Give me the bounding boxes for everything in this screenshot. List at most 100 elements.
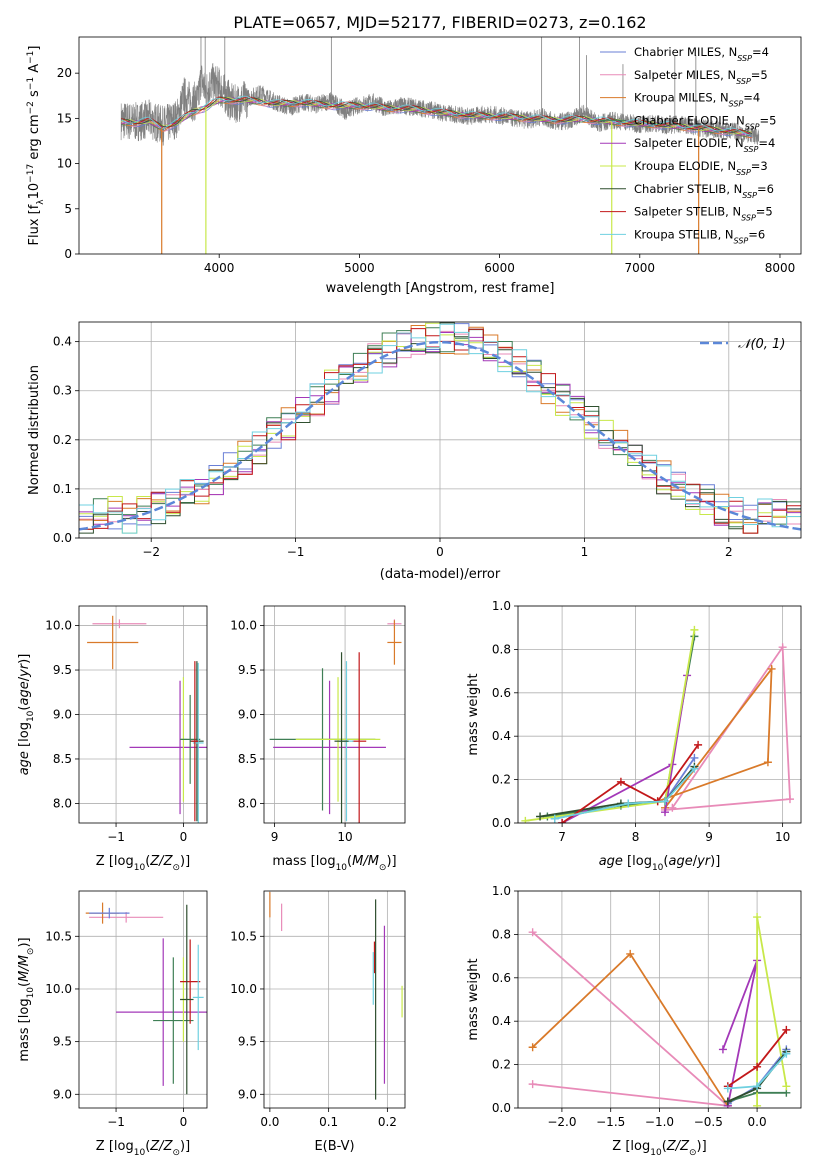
- axes-frame: [263, 890, 406, 1109]
- y-tick-label: 0.0: [492, 1101, 511, 1115]
- x-tick-label: 8: [632, 830, 640, 844]
- y-tick-label: 0.6: [492, 971, 511, 985]
- y-tick-label: 1.0: [492, 884, 511, 898]
- mass-weight-point: [782, 1049, 791, 1058]
- x-tick-label: 9: [271, 830, 279, 844]
- age-vs-mass-plot-area: [269, 619, 402, 823]
- mass-weight-point: [690, 625, 699, 634]
- y-tick-label: 8.0: [53, 796, 72, 810]
- y-tick-label: 5: [64, 202, 72, 216]
- massweight-vs-Z-ylabel: mass weight: [466, 958, 481, 1040]
- spectrum-legend: Chabrier MILES, NSSP=4 Salpeter MILES, NS…: [600, 45, 776, 245]
- residuals-plot-area: [79, 322, 801, 534]
- axes-frame: [78, 321, 802, 539]
- y-tick-label: 9.0: [53, 1087, 72, 1101]
- massweight-vs-Z-panel: −2.0 −1.5 −1.0 −0.5 0.0 0.0 0.2 0.4 0.6 0.8 1.0 Z […: [466, 884, 802, 1158]
- x-tick-label: −1: [287, 545, 305, 559]
- x-tick-label: 0.0: [748, 1115, 767, 1129]
- y-tick-label: 8.5: [53, 752, 72, 766]
- x-tick-label: −2: [142, 545, 160, 559]
- x-tick-label: 0.2: [378, 1115, 397, 1129]
- y-tick-label: 0.4: [53, 335, 72, 349]
- massweight-vs-age-ylabel: mass weight: [466, 673, 481, 755]
- y-tick-label: 10: [57, 157, 72, 171]
- mass-weight-point: [753, 1082, 762, 1091]
- y-tick-label: 0.8: [492, 642, 511, 656]
- mass-weight-point: [718, 1045, 727, 1054]
- mass-weight-point: [753, 1101, 762, 1108]
- x-tick-label: 7: [558, 830, 566, 844]
- mass-vs-Z-xlabel: Z [log10(Z/Z⊙)]: [96, 1139, 190, 1158]
- mass-weight-line: [554, 768, 696, 820]
- age-vs-Z-ylabel: age [log10(age/yr)]: [17, 654, 36, 776]
- mass-vs-Z-plot-area: [85, 902, 207, 1095]
- y-tick-label: 10.0: [230, 619, 257, 633]
- mass-weight-point: [690, 764, 699, 773]
- y-tick-label: 8.5: [238, 752, 257, 766]
- age-vs-Z-plot-area: [87, 615, 207, 823]
- y-tick-label: 9.5: [53, 1035, 72, 1049]
- age-vs-Z-xlabel: Z [log10(Z/Z⊙)]: [96, 854, 190, 873]
- spectrum-panel: 4000 5000 6000 7000 8000 0 5 10 15 20 wavelength […: [26, 36, 802, 296]
- x-tick-label: 9: [705, 830, 713, 844]
- residuals-ylabel: Normed distribution: [27, 365, 42, 495]
- legend-entry: Chabrier STELIB, NSSP=6: [634, 182, 774, 200]
- legend-entry: Salpeter MILES, NSSP=5: [634, 68, 768, 86]
- residuals-panel: −2 −1 0 1 2 0.0 0.1 0.2 0.3 0.4 𝒩(0, 1) (data-model…: [27, 321, 802, 582]
- mass-weight-point: [626, 949, 635, 958]
- mass-weight-line: [756, 916, 788, 1106]
- x-tick-label: 10: [775, 830, 790, 844]
- mass-weight-point: [782, 1025, 791, 1034]
- mass-vs-EBV-plot-area: [269, 892, 403, 1100]
- y-tick-label: 9.5: [238, 1035, 257, 1049]
- x-tick-label: −1: [107, 830, 125, 844]
- legend-entry: Salpeter ELODIE, NSSP=4: [634, 136, 775, 154]
- mass-weight-point: [521, 816, 530, 823]
- massweight-vs-age-xlabel: age [log10(age/yr)]: [599, 854, 721, 873]
- mass-vs-EBV-panel: 0.0 0.1 0.2 9.0 9.5 10.0 10.5 E(B-V): [230, 890, 406, 1154]
- mass-vs-Z-panel: −1 0 9.0 9.5 10.0 10.5 Z [log10(Z/Z⊙)] mass [lo…: [17, 890, 208, 1158]
- y-tick-label: 9.5: [238, 663, 257, 677]
- axes-frame: [517, 605, 802, 824]
- mass-weight-point: [753, 1062, 762, 1071]
- legend-entry: Chabrier MILES, NSSP=4: [634, 45, 769, 63]
- age-vs-Z-panel: −1 0 8.0 8.5 9.0 9.5 10.0 Z [log10(Z/Z⊙)] age [l…: [17, 605, 208, 873]
- y-tick-label: 0.4: [492, 729, 511, 743]
- y-tick-label: 0.2: [53, 433, 72, 447]
- y-tick-label: 10.5: [45, 929, 72, 943]
- x-tick-label: 0.1: [319, 1115, 338, 1129]
- x-tick-label: −2.0: [547, 1115, 576, 1129]
- axes-frame: [78, 890, 208, 1109]
- residuals-xlabel: (data-model)/error: [380, 567, 501, 582]
- mass-weight-point: [723, 1097, 732, 1106]
- y-tick-label: 0.3: [53, 384, 72, 398]
- mass-weight-point: [668, 803, 677, 812]
- mass-weight-point: [723, 1084, 732, 1093]
- y-tick-label: 0.4: [492, 1014, 511, 1028]
- axes-frame: [78, 605, 208, 824]
- legend-entry: Salpeter STELIB, NSSP=5: [634, 205, 773, 223]
- y-tick-label: 15: [57, 111, 72, 125]
- massweight-vs-age-panel: 7 8 9 10 0.0 0.2 0.4 0.6 0.8 1.0 age [log10(age/yr…: [466, 599, 802, 873]
- y-tick-label: 0: [64, 247, 72, 261]
- mass-weight-point: [528, 928, 537, 937]
- mass-weight-point: [528, 1043, 537, 1052]
- massweight-vs-age-plot-area: [521, 625, 794, 823]
- mass-weight-line: [561, 744, 699, 823]
- axes-frame: [517, 890, 802, 1109]
- x-tick-label: 7000: [625, 261, 656, 275]
- x-tick-label: 0.0: [260, 1115, 279, 1129]
- massweight-vs-Z-xlabel: Z [log10(Z/Z⊙)]: [612, 1139, 706, 1158]
- x-tick-label: 6000: [484, 261, 515, 275]
- x-tick-label: 4000: [204, 261, 235, 275]
- y-tick-label: 8.0: [238, 796, 257, 810]
- mass-weight-point: [536, 812, 545, 821]
- mass-weight-point: [767, 664, 776, 673]
- mass-weight-point: [753, 913, 762, 922]
- age-vs-mass-panel: 9 10 8.0 8.5 9.0 9.5 10.0 mass [log10(M/M⊙)]: [230, 605, 406, 873]
- y-tick-label: 0.0: [53, 531, 72, 545]
- residual-histogram: [79, 323, 801, 534]
- y-tick-label: 0.2: [492, 1058, 511, 1072]
- spectrum-xlabel: wavelength [Angstrom, rest frame]: [326, 281, 555, 296]
- y-tick-label: 0.8: [492, 927, 511, 941]
